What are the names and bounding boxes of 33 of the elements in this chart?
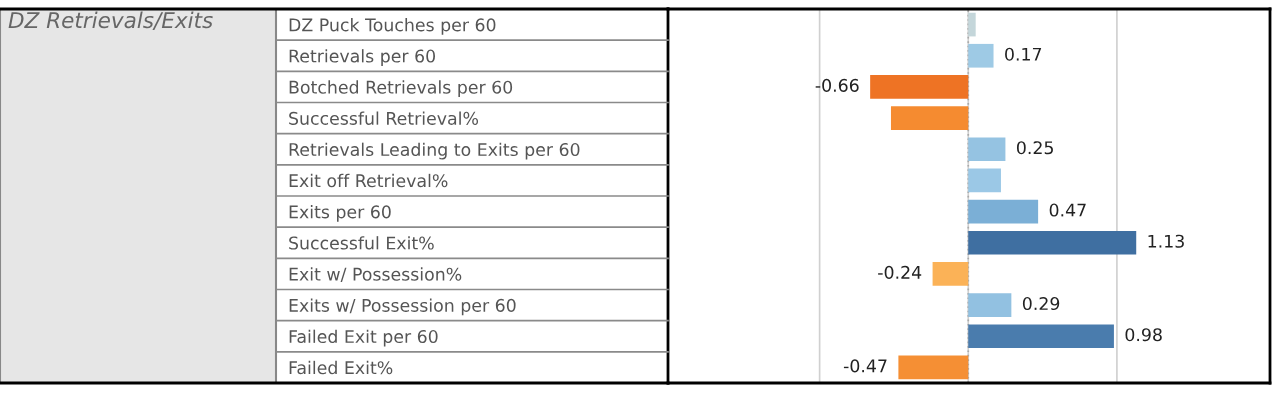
y-tick-label: Successful Retrieval% bbox=[289, 111, 479, 125]
data-label: 0.47 bbox=[1049, 203, 1086, 217]
data-label: -0.24 bbox=[878, 265, 922, 279]
y-tick-label: Failed Exit per 60 bbox=[289, 329, 438, 347]
y-tick-label: Retrievals Leading to Exits per 60 bbox=[289, 142, 580, 160]
bar bbox=[968, 293, 1012, 317]
bar bbox=[870, 75, 969, 99]
bar bbox=[968, 168, 1001, 193]
bar bbox=[968, 230, 1137, 255]
y-tick-label: Exits w/ Possession per 60 bbox=[289, 298, 516, 316]
data-label: -0.47 bbox=[843, 359, 887, 373]
y-tick-label: Botched Retrievals per 60 bbox=[289, 80, 513, 98]
data-label: 1.13 bbox=[1148, 234, 1184, 248]
y-tick-label: Exit w/ Possession% bbox=[289, 267, 462, 283]
bar bbox=[898, 355, 969, 380]
bar bbox=[932, 262, 969, 286]
y-tick-label: Failed Exit% bbox=[289, 360, 393, 375]
bar bbox=[890, 106, 969, 130]
bar bbox=[968, 137, 1006, 162]
y-tick-label: Successful Exit% bbox=[289, 236, 434, 250]
bar bbox=[968, 43, 994, 68]
y-tick-label: Retrievals per 60 bbox=[289, 49, 436, 66]
data-label: -0.66 bbox=[815, 78, 859, 92]
bar bbox=[968, 199, 1039, 224]
y-tick-label: Exit off Retrieval% bbox=[289, 173, 448, 188]
bar bbox=[968, 324, 1114, 349]
y-tick-label: DZ Puck Touches per 60 bbox=[289, 17, 496, 35]
y-axis-title: DZ Retrievals/Exits bbox=[8, 11, 213, 30]
data-label: 0.17 bbox=[1005, 47, 1042, 61]
data-label: 0.98 bbox=[1125, 328, 1162, 342]
data-label: 0.25 bbox=[1016, 141, 1053, 155]
y-tick-label: Exits per 60 bbox=[289, 204, 391, 222]
data-label: 0.29 bbox=[1022, 296, 1060, 311]
